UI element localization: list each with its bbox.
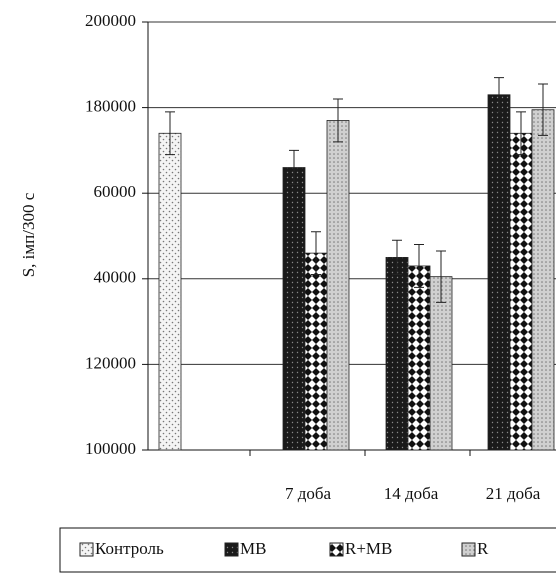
bar [531, 109, 555, 451]
y-tick-label: 180000 [85, 97, 136, 116]
y-axis-label: S, імп/300 с [19, 192, 38, 277]
error-bar [436, 250, 446, 303]
bar [282, 167, 306, 451]
legend-swatch [329, 542, 344, 557]
error-bar [311, 231, 321, 276]
bar [158, 132, 182, 451]
y-tick-label: 40000 [94, 268, 137, 287]
legend-label: R [477, 539, 489, 558]
y-tick-label: 200000 [85, 11, 136, 30]
bar [509, 132, 533, 451]
error-bar [333, 98, 343, 143]
bar [385, 256, 409, 451]
error-bar [414, 244, 424, 288]
error-bar [494, 77, 504, 113]
x-tick-label: 14 доба [384, 484, 439, 503]
error-bar [538, 83, 548, 136]
legend-swatch [461, 542, 476, 557]
legend-swatch [224, 542, 239, 557]
error-bar [516, 111, 526, 156]
legend-label: Контроль [95, 539, 164, 558]
error-bar [289, 149, 299, 186]
legend-box [59, 527, 556, 573]
bar [304, 252, 328, 451]
x-tick-label: 21 доба [486, 484, 541, 503]
bar [326, 120, 350, 451]
y-tick-label: 60000 [94, 182, 137, 201]
legend-label: MB [240, 539, 266, 558]
error-bar [392, 239, 402, 276]
legend-label: R+MB [345, 539, 392, 558]
bar [487, 94, 511, 451]
error-bar [165, 111, 175, 156]
y-tick-label: 100000 [85, 439, 136, 458]
x-tick-label: 7 доба [285, 484, 332, 503]
y-tick-label: 120000 [85, 353, 136, 372]
legend-swatch [79, 542, 94, 557]
bar [407, 265, 431, 451]
